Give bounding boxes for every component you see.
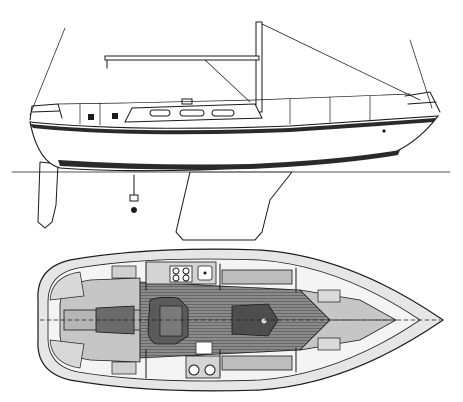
burner-icon (172, 274, 180, 282)
basin-icon (204, 364, 216, 376)
mast (255, 21, 263, 113)
propeller-strut (129, 194, 139, 202)
tiller (95, 305, 135, 335)
stern-port-quarter (49, 271, 85, 301)
stanchions (79, 95, 371, 126)
stern-pulpit-rail (31, 110, 61, 113)
mast-step (261, 318, 267, 324)
deck-plan-view (37, 248, 445, 392)
locker-fwd-port (317, 289, 341, 303)
burner-icon (182, 274, 190, 282)
portlight-3 (211, 109, 235, 117)
chart-table (195, 341, 213, 355)
settee-port (221, 269, 293, 285)
locker-fwd-stbd (317, 337, 341, 351)
stove (169, 265, 193, 283)
bulkheads (145, 261, 297, 379)
burner-icon (172, 267, 180, 275)
propeller (131, 207, 137, 213)
winch-icon (112, 113, 118, 119)
burner-icon (182, 267, 190, 275)
boom-vang-line (204, 59, 251, 103)
locker-aft-stbd (111, 361, 137, 375)
sink-drain (203, 271, 207, 275)
toilet-icon (188, 364, 200, 376)
boom (104, 55, 260, 61)
winch-icon (88, 114, 94, 120)
portlight-2 (179, 109, 205, 117)
backstay-line (29, 27, 66, 116)
bow-pulpit (404, 91, 441, 113)
settee-starboard (221, 355, 293, 371)
companionway-steps (159, 305, 183, 337)
hull-port (382, 129, 386, 133)
locker-aft-port (111, 265, 137, 279)
bow-stay-line (409, 39, 433, 109)
forestay-line (257, 21, 421, 101)
keel (175, 171, 293, 241)
stern-stbd-quarter (49, 339, 85, 369)
side-profile-view (11, 21, 451, 241)
boot-stripe (58, 150, 400, 170)
saloon-table (231, 303, 279, 337)
lifeline (57, 93, 411, 105)
bow-pulpit-rail (407, 101, 437, 105)
portlight-1 (149, 109, 171, 117)
sheer-stripe (30, 118, 436, 135)
